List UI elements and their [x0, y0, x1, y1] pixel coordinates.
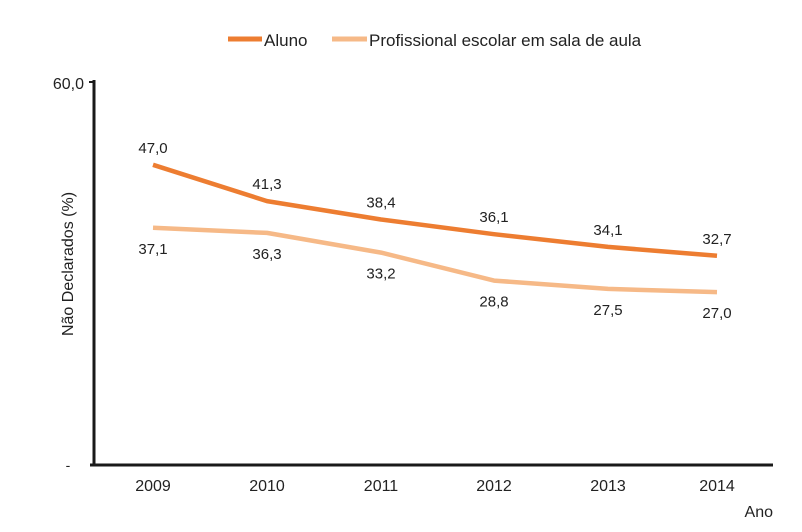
x-tick-label-2009: 2009 — [135, 478, 171, 495]
x-tick-labels: 2009 2010 2011 2012 2013 2014 — [135, 478, 735, 495]
x-axis-title: Ano — [745, 504, 774, 521]
y-tick-label-top: 60,0 — [53, 76, 84, 93]
data-label-aluno-2010: 41,3 — [252, 176, 281, 193]
x-tick-label-2011: 2011 — [364, 478, 399, 495]
data-label-profissional-2009: 37,1 — [138, 241, 167, 258]
data-label-aluno-2009: 47,0 — [138, 140, 167, 157]
series-line-profissional — [152, 225, 718, 295]
y-tick-label-bottom: - — [66, 457, 71, 473]
data-label-profissional-2014: 27,0 — [702, 305, 731, 322]
x-tick-label-2014: 2014 — [699, 478, 735, 495]
x-tick-label-2013: 2013 — [590, 478, 626, 495]
data-label-profissional-2010: 36,3 — [252, 246, 281, 263]
data-label-profissional-2012: 28,8 — [479, 294, 508, 311]
series-group: 47,0 41,3 38,4 36,1 34,1 32,7 37,1 36,3 33,2 28,8… — [138, 140, 731, 322]
data-label-profissional-2013: 27,5 — [593, 302, 622, 319]
data-label-aluno-2014: 32,7 — [702, 231, 731, 248]
x-tick-label-2012: 2012 — [476, 478, 512, 495]
data-label-aluno-2013: 34,1 — [593, 222, 622, 239]
legend-label-aluno: Aluno — [264, 31, 307, 50]
x-tick-label-2010: 2010 — [249, 478, 285, 495]
data-label-profissional-2011: 33,2 — [366, 266, 395, 283]
data-label-aluno-2012: 36,1 — [479, 209, 508, 226]
data-label-aluno-2011: 38,4 — [366, 195, 395, 212]
legend: Aluno Profissional escolar em sala de au… — [228, 31, 642, 50]
y-axis-title: Não Declarados (%) — [60, 192, 77, 336]
legend-label-profissional: Profissional escolar em sala de aula — [369, 31, 642, 50]
series-line-aluno — [152, 162, 718, 259]
